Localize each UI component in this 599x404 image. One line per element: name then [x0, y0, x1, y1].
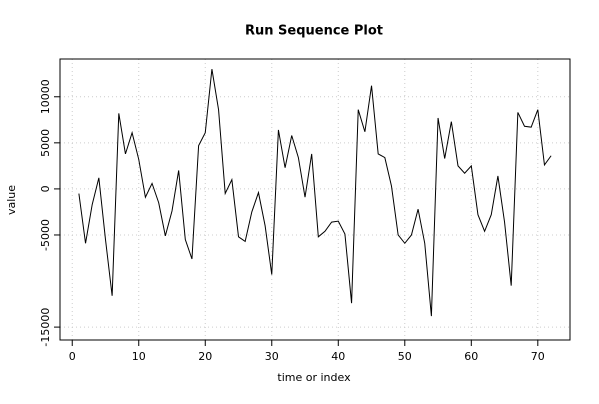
x-tick-label: 30 [265, 350, 279, 363]
chart-title: Run Sequence Plot [245, 24, 383, 39]
x-tick-label: 60 [464, 350, 478, 363]
y-tick-label: 5000 [39, 129, 52, 157]
x-tick-label: 50 [398, 350, 412, 363]
y-tick-label: 0 [39, 185, 52, 192]
y-axis-label: value [5, 185, 18, 215]
x-tick-label: 0 [69, 350, 76, 363]
x-tick-label: 40 [331, 350, 345, 363]
y-tick-label: -5000 [39, 219, 52, 251]
x-axis-label: time or index [277, 371, 351, 384]
x-tick-label: 70 [531, 350, 545, 363]
x-tick-label: 20 [198, 350, 212, 363]
y-tick-label: -15000 [39, 308, 52, 347]
plot-frame [59, 58, 571, 341]
x-tick-label: 10 [132, 350, 146, 363]
data-line [78, 69, 552, 317]
y-tick-label: 10000 [39, 79, 52, 114]
